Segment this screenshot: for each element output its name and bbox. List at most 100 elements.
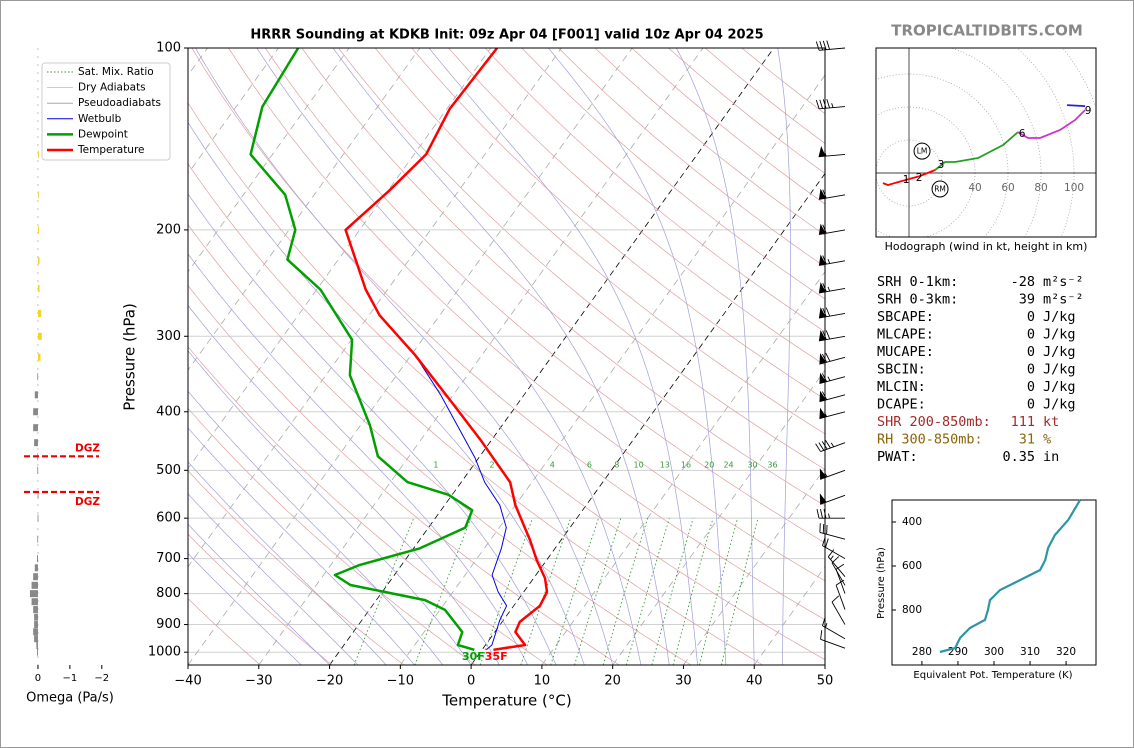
param-name: SRH 0-1km: [877,274,958,290]
omega-bar [37,226,39,234]
param-unit: J/kg [1043,362,1076,378]
mixing-ratio-line [651,518,694,665]
omega-bar [37,332,42,340]
mixing-ratio-label: 6 [587,461,592,470]
wind-barb [822,616,846,640]
wind-barb [815,439,846,452]
mixing-ratio-label: 2 [489,461,494,470]
omega-bar [37,514,39,522]
thetae-x-tick-label: 300 [984,646,1004,658]
dry-adiabat [374,48,825,435]
param-name: MLCIN: [877,379,926,395]
storm-motion-label: RM [934,185,946,194]
mixing-ratio-label: 10 [634,461,644,470]
omega-bar [34,613,38,621]
wind-barb [818,188,846,200]
hodograph-plot: 40 60 80 100 1 2 3 6 9 LM RM [876,48,1096,237]
ring-label: 100 [1064,182,1084,194]
omega-bar [31,581,38,589]
hodograph-caption: Hodograph (wind in kt, height in km) [885,240,1088,253]
dry-adiabat [188,102,825,661]
wind-barb [835,563,846,594]
dgz-label: DGZ [75,442,100,454]
wind-barb [819,352,846,365]
pseudoadiabat [188,253,529,665]
hodograph-frame [875,47,1097,238]
surface-label: 30F [462,650,485,663]
x-tick-label: −40 [174,674,201,689]
param-unit: J/kg [1043,344,1076,360]
pseudoadiabat [195,48,614,665]
wind-barb [819,372,846,385]
thetae-x-tick-label: 290 [948,646,968,658]
height-label: 6 [1019,128,1026,140]
dry-adiabat [188,407,476,665]
mixing-ratio-line [414,518,472,665]
wind-barb [820,630,846,649]
storm-motion [931,180,949,198]
param-value: 0 [1027,327,1035,343]
mixing-ratio-line [550,518,600,665]
wind-barb [831,595,846,625]
ring-label: 60 [1001,182,1014,194]
pseudoadiabat [548,48,727,665]
dry-adiabat [188,470,405,665]
hodograph-trace [934,131,1019,171]
pseudoadiabat [188,304,500,665]
wind-barb [818,307,846,319]
param-value: 111 [1011,414,1035,430]
storm-motion-label: LM [917,147,928,156]
y-tick-label: 1000 [148,645,181,660]
y-tick-label: 700 [156,551,181,566]
mixing-ratio-line [574,518,622,665]
dry-adiabat [188,163,763,665]
thetae-y-label: Pressure (hPa) [876,547,887,619]
hodograph-trace [1017,109,1086,139]
param-name: MUCAPE: [877,344,934,360]
surface-label: 35F [485,650,508,663]
param-unit: J/kg [1043,397,1076,413]
thetae-y-tick-label: 400 [902,516,922,528]
omega-bar [33,573,38,581]
mixing-ratio-label: 13 [660,461,670,470]
param-value: 0 [1027,344,1035,360]
omega-bar [33,424,38,432]
mixing-ratio-line [625,518,670,665]
pseudoadiabat [188,493,359,665]
isotherm [258,48,704,665]
param-value: -28 [1011,274,1035,290]
param-value: 31 [1019,432,1035,448]
wind-barb [815,98,846,110]
hodograph-trace [882,169,936,186]
wind-barb [819,407,846,420]
param-unit: J/kg [1043,309,1076,325]
param-value: 0.35 [1002,449,1035,465]
legend-label: Pseudoadiabats [78,97,161,109]
omega-bar [33,408,38,416]
pseudoadiabat [188,552,302,665]
x-tick-label: −30 [245,674,272,689]
mixing-ratio-label: 8 [614,461,619,470]
param-name: PWAT: [877,449,918,465]
param-unit: % [1043,432,1051,448]
isotherm [188,48,562,568]
isotherm [470,172,825,665]
dry-adiabat [188,284,620,665]
mixing-ratio-line [520,518,572,665]
wind-barb [835,579,846,610]
param-name: MLCAPE: [877,327,934,343]
x-tick-label: 30 [675,674,692,689]
dgz-label: DGZ [75,496,100,508]
thetae-y-tick-label: 600 [902,560,922,572]
wind-barb [815,40,846,51]
pseudoadiabat [256,48,642,665]
param-value: 39 [1019,292,1035,308]
omega-bar [36,642,38,650]
omega-bar [33,606,38,614]
dry-adiabat [301,48,825,507]
x-tick-label: −20 [316,674,343,689]
y-tick-label: 800 [156,586,181,601]
y-tick-label: 100 [156,41,181,56]
profile-line [344,48,549,652]
y-tick-label: 600 [156,511,181,526]
